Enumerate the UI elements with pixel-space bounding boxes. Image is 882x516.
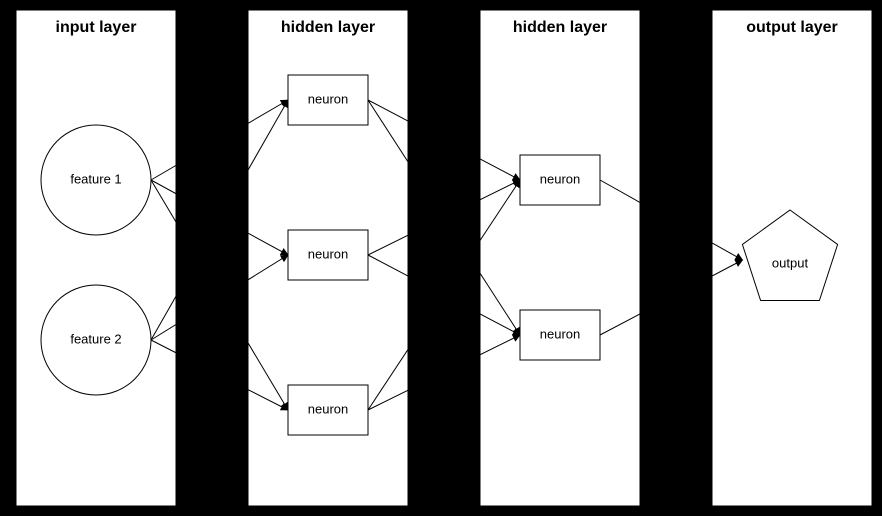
node-label: neuron bbox=[540, 326, 580, 341]
node-label: neuron bbox=[308, 246, 348, 261]
layer-title: hidden layer bbox=[513, 19, 607, 36]
node-label: feature 2 bbox=[70, 331, 121, 346]
layer-title: output layer bbox=[746, 19, 838, 36]
node-label: neuron bbox=[540, 171, 580, 186]
layer-title: input layer bbox=[56, 19, 137, 36]
node-label: feature 1 bbox=[70, 171, 121, 186]
nn-diagram: input layer hidden layer hidden layer outpu… bbox=[0, 0, 882, 516]
node-label: neuron bbox=[308, 401, 348, 416]
layer-title: hidden layer bbox=[281, 19, 375, 36]
node-label: neuron bbox=[308, 91, 348, 106]
node-label: output bbox=[772, 255, 809, 270]
layer-panel bbox=[480, 10, 640, 506]
layer-panel bbox=[16, 10, 176, 506]
